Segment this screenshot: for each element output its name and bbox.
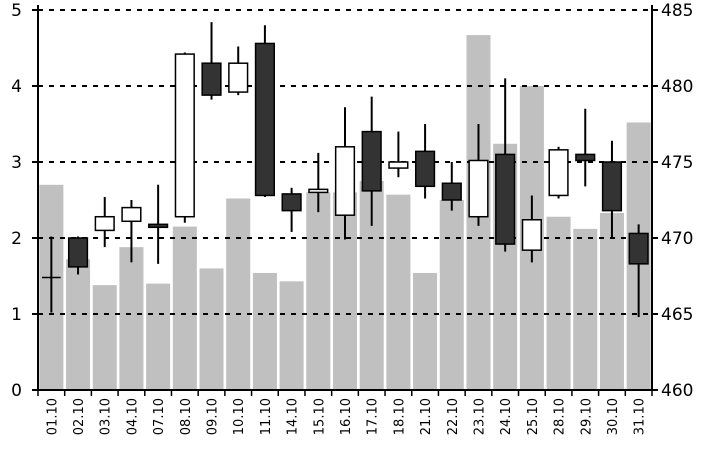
- candle-body: [334, 146, 356, 216]
- right-tick-label: 460: [661, 381, 693, 401]
- volume-bar: [252, 272, 277, 390]
- candle-body: [148, 223, 169, 229]
- left-tick-label: 3: [11, 153, 22, 173]
- x-tick-label: 18.10: [392, 398, 407, 435]
- volume-bar: [439, 200, 464, 390]
- candle-body: [628, 232, 649, 265]
- right-tick-label: 465: [661, 305, 693, 325]
- left-tick-label: 4: [11, 77, 22, 97]
- x-tick-label: 14.10: [286, 398, 301, 435]
- left-tick-label: 2: [11, 229, 22, 249]
- candle-body: [201, 62, 222, 96]
- candle-body: [254, 42, 276, 197]
- candle-body: [548, 149, 569, 197]
- x-tick-label: 30.10: [606, 398, 621, 435]
- x-tick-label: 25.10: [526, 398, 541, 435]
- x-tick-label: 15.10: [312, 398, 327, 435]
- x-tick-label: 23.10: [472, 398, 487, 435]
- x-tick-label: 01.10: [45, 398, 60, 435]
- x-tick-label: 29.10: [579, 398, 594, 435]
- candle-body: [575, 153, 596, 162]
- volume-bar: [226, 198, 251, 390]
- x-tick-label: 04.10: [125, 398, 140, 435]
- candle-body: [281, 193, 302, 212]
- x-tick-label: 02.10: [72, 398, 87, 435]
- candle-body: [441, 182, 462, 201]
- axes: [32, 5, 658, 396]
- volume-bar: [413, 272, 438, 390]
- candle-body: [228, 62, 249, 93]
- candle-body: [361, 130, 382, 192]
- gridlines: [38, 9, 652, 315]
- volume-bar: [573, 228, 598, 390]
- candle-body: [94, 215, 115, 232]
- left-tick-label: 1: [11, 305, 22, 325]
- candle-body: [521, 219, 542, 251]
- candle-body: [468, 159, 489, 218]
- x-tick-label: 07.10: [152, 398, 167, 435]
- volume-bar: [546, 216, 571, 390]
- candle-body: [67, 237, 89, 268]
- candle-body: [121, 206, 142, 223]
- candle-body: [308, 188, 329, 194]
- volume-bar: [119, 247, 144, 390]
- left-tick-label: 0: [11, 381, 22, 401]
- right-tick-label: 480: [661, 77, 693, 97]
- candle-body: [414, 150, 436, 188]
- x-tick-label: 11.10: [259, 398, 274, 435]
- x-tick-label: 09.10: [206, 398, 221, 435]
- x-tick-label: 10.10: [232, 398, 247, 435]
- x-tick-label: 22.10: [446, 398, 461, 435]
- x-tick-label: 24.10: [499, 398, 514, 435]
- candle-body: [601, 161, 623, 212]
- volume-bar: [146, 283, 171, 390]
- right-tick-label: 470: [661, 229, 693, 249]
- volume-bar: [66, 259, 91, 390]
- volume-bar: [172, 226, 197, 390]
- x-tick-label: 03.10: [99, 398, 114, 435]
- candle-body: [495, 153, 516, 245]
- volume-bar: [306, 192, 331, 390]
- x-tick-label: 08.10: [179, 398, 194, 435]
- left-tick-label: 5: [11, 1, 22, 21]
- tick-labels: 0 1 2 3 4 5 460 465 470 475 480 485 01.10 02.10 03.10 0…: [11, 1, 693, 435]
- x-tick-label: 17.10: [366, 398, 381, 435]
- volume-bar: [92, 285, 117, 390]
- x-tick-label: 31.10: [633, 398, 648, 435]
- x-tick-label: 21.10: [419, 398, 434, 435]
- candle-body: [174, 53, 195, 218]
- volume-bar: [279, 281, 304, 390]
- x-tick-label: 28.10: [553, 398, 568, 435]
- candles: [42, 22, 649, 318]
- right-tick-label: 475: [661, 153, 693, 173]
- volume-bar: [599, 212, 624, 390]
- x-tick-label: 16.10: [339, 398, 354, 435]
- right-tick-label: 485: [661, 1, 693, 21]
- candle-body: [388, 161, 409, 169]
- volume-bar: [199, 268, 224, 390]
- volume-bar: [386, 194, 411, 390]
